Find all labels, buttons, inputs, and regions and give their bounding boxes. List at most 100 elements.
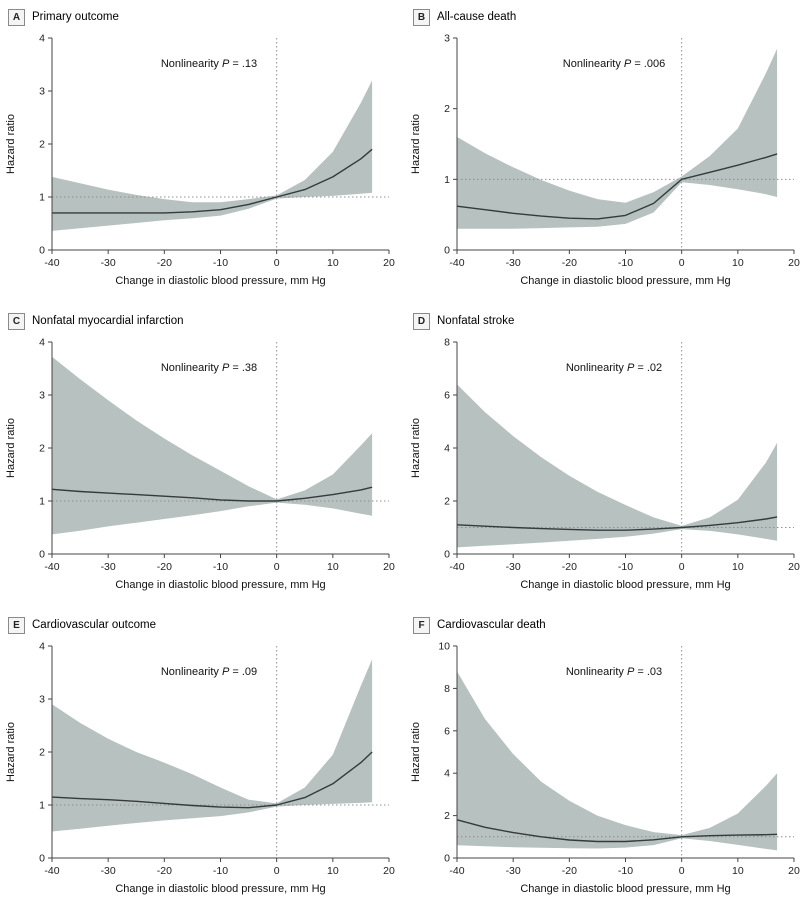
svg-text:2: 2 bbox=[444, 103, 450, 115]
svg-text:-20: -20 bbox=[157, 561, 172, 573]
svg-text:0: 0 bbox=[274, 865, 280, 877]
panel-f-nonlinearity-annotation: Nonlinearity P = .03 bbox=[565, 666, 663, 678]
svg-text:-40: -40 bbox=[449, 257, 464, 269]
panel-b-letter-badge: B bbox=[413, 8, 430, 26]
svg-text:-30: -30 bbox=[101, 865, 116, 877]
svg-text:0: 0 bbox=[444, 853, 450, 865]
panel-e-title: Cardiovascular outcome bbox=[32, 619, 157, 631]
svg-text:-10: -10 bbox=[213, 257, 228, 269]
svg-text:3: 3 bbox=[39, 86, 45, 98]
svg-text:-30: -30 bbox=[506, 561, 521, 573]
panel-c-letter-badge: C bbox=[8, 312, 25, 330]
svg-text:0: 0 bbox=[444, 549, 450, 561]
svg-text:6: 6 bbox=[444, 390, 450, 402]
panel-a-letter-badge: A bbox=[8, 8, 25, 26]
svg-text:10: 10 bbox=[732, 865, 744, 877]
svg-text:10: 10 bbox=[327, 257, 339, 269]
svg-text:8: 8 bbox=[444, 337, 450, 349]
panel-e-nonlinearity-annotation: Nonlinearity P = .09 bbox=[160, 666, 258, 678]
svg-text:Hazard ratio: Hazard ratio bbox=[410, 114, 422, 174]
svg-text:10: 10 bbox=[327, 561, 339, 573]
panel-a: A Primary outcome Nonlinearity P = .13 0… bbox=[0, 0, 405, 304]
svg-text:1: 1 bbox=[444, 174, 450, 186]
svg-text:0: 0 bbox=[39, 853, 45, 865]
svg-text:20: 20 bbox=[788, 257, 800, 269]
panel-f-chart-canvas: 0 2 4 6 8 10 -40 -30 -20 -10 0 10 20 Change in diasto… bbox=[410, 641, 800, 896]
svg-text:Hazard ratio: Hazard ratio bbox=[5, 722, 17, 782]
svg-text:10: 10 bbox=[327, 865, 339, 877]
svg-text:-30: -30 bbox=[506, 865, 521, 877]
svg-text:2: 2 bbox=[39, 443, 45, 455]
svg-text:-20: -20 bbox=[562, 865, 577, 877]
panel-e-header: E Cardiovascular outcome bbox=[0, 614, 405, 636]
svg-text:-10: -10 bbox=[618, 257, 633, 269]
svg-text:2: 2 bbox=[444, 496, 450, 508]
panel-b-nonlinearity-annotation: Nonlinearity P = .006 bbox=[562, 58, 666, 70]
svg-text:-10: -10 bbox=[618, 561, 633, 573]
svg-text:0: 0 bbox=[274, 257, 280, 269]
svg-text:Change in diastolic blood pres: Change in diastolic blood pressure, mm H… bbox=[520, 579, 730, 591]
svg-text:-40: -40 bbox=[44, 865, 59, 877]
svg-text:Hazard ratio: Hazard ratio bbox=[5, 114, 17, 174]
svg-text:6: 6 bbox=[444, 725, 450, 737]
svg-text:0: 0 bbox=[39, 245, 45, 257]
svg-text:Hazard ratio: Hazard ratio bbox=[5, 418, 17, 478]
panel-c-header: C Nonfatal myocardial infarction bbox=[0, 310, 405, 332]
panel-f-header: F Cardiovascular death bbox=[405, 614, 810, 636]
svg-text:-40: -40 bbox=[44, 561, 59, 573]
svg-text:-10: -10 bbox=[618, 865, 633, 877]
svg-text:Change in diastolic blood pres: Change in diastolic blood pressure, mm H… bbox=[520, 883, 730, 895]
panel-e: E Cardiovascular outcome Nonlinearity P … bbox=[0, 608, 405, 912]
panel-b: B All-cause death Nonlinearity P = .006 … bbox=[405, 0, 810, 304]
svg-text:0: 0 bbox=[679, 257, 685, 269]
panel-f-title: Cardiovascular death bbox=[437, 619, 546, 631]
svg-text:3: 3 bbox=[444, 33, 450, 45]
panel-d-chart-canvas: 0 2 4 6 8 -40 -30 -20 -10 0 10 20 Change in diastoli… bbox=[410, 337, 800, 592]
svg-text:-30: -30 bbox=[101, 561, 116, 573]
svg-text:1: 1 bbox=[39, 800, 45, 812]
svg-text:2: 2 bbox=[39, 139, 45, 151]
panel-d-title: Nonfatal stroke bbox=[437, 315, 515, 327]
panel-f-letter-badge: F bbox=[413, 616, 430, 634]
svg-text:-20: -20 bbox=[562, 257, 577, 269]
svg-text:20: 20 bbox=[788, 865, 800, 877]
svg-text:-30: -30 bbox=[506, 257, 521, 269]
panel-c-nonlinearity-annotation: Nonlinearity P = .38 bbox=[160, 362, 258, 374]
svg-text:-20: -20 bbox=[562, 561, 577, 573]
svg-text:Change in diastolic blood pres: Change in diastolic blood pressure, mm H… bbox=[115, 275, 325, 287]
svg-text:-40: -40 bbox=[449, 561, 464, 573]
svg-text:8: 8 bbox=[444, 683, 450, 695]
svg-text:4: 4 bbox=[39, 641, 45, 653]
panel-b-chart-canvas: 0 1 2 3 -40 -30 -20 -10 0 10 20 Change in diastolic… bbox=[410, 33, 800, 288]
panel-e-letter-badge: E bbox=[8, 616, 25, 634]
svg-text:Change in diastolic blood pres: Change in diastolic blood pressure, mm H… bbox=[115, 883, 325, 895]
svg-text:Change in diastolic blood pres: Change in diastolic blood pressure, mm H… bbox=[520, 275, 730, 287]
svg-text:0: 0 bbox=[444, 245, 450, 257]
panel-b-title: All-cause death bbox=[437, 11, 517, 23]
svg-text:20: 20 bbox=[383, 561, 395, 573]
svg-text:20: 20 bbox=[383, 257, 395, 269]
svg-text:1: 1 bbox=[39, 496, 45, 508]
svg-text:-40: -40 bbox=[449, 865, 464, 877]
svg-text:3: 3 bbox=[39, 694, 45, 706]
panel-c: C Nonfatal myocardial infarction Nonline… bbox=[0, 304, 405, 608]
panel-d-header: D Nonfatal stroke bbox=[405, 310, 810, 332]
svg-text:-10: -10 bbox=[213, 561, 228, 573]
svg-text:-20: -20 bbox=[157, 865, 172, 877]
panel-e-chart-canvas: 0 1 2 3 4 -40 -30 -20 -10 0 10 20 Change in diastoli… bbox=[5, 641, 395, 896]
svg-text:3: 3 bbox=[39, 390, 45, 402]
svg-text:0: 0 bbox=[679, 561, 685, 573]
panel-a-title: Primary outcome bbox=[32, 11, 119, 23]
svg-text:4: 4 bbox=[39, 337, 45, 349]
svg-text:2: 2 bbox=[39, 747, 45, 759]
panel-d-letter-badge: D bbox=[413, 312, 430, 330]
svg-text:Hazard ratio: Hazard ratio bbox=[410, 418, 422, 478]
svg-text:-20: -20 bbox=[157, 257, 172, 269]
svg-text:2: 2 bbox=[444, 810, 450, 822]
svg-text:1: 1 bbox=[39, 192, 45, 204]
panel-a-nonlinearity-annotation: Nonlinearity P = .13 bbox=[160, 58, 258, 70]
svg-text:20: 20 bbox=[788, 561, 800, 573]
panel-d: D Nonfatal stroke Nonlinearity P = .02 0… bbox=[405, 304, 810, 608]
svg-text:Hazard ratio: Hazard ratio bbox=[410, 722, 422, 782]
